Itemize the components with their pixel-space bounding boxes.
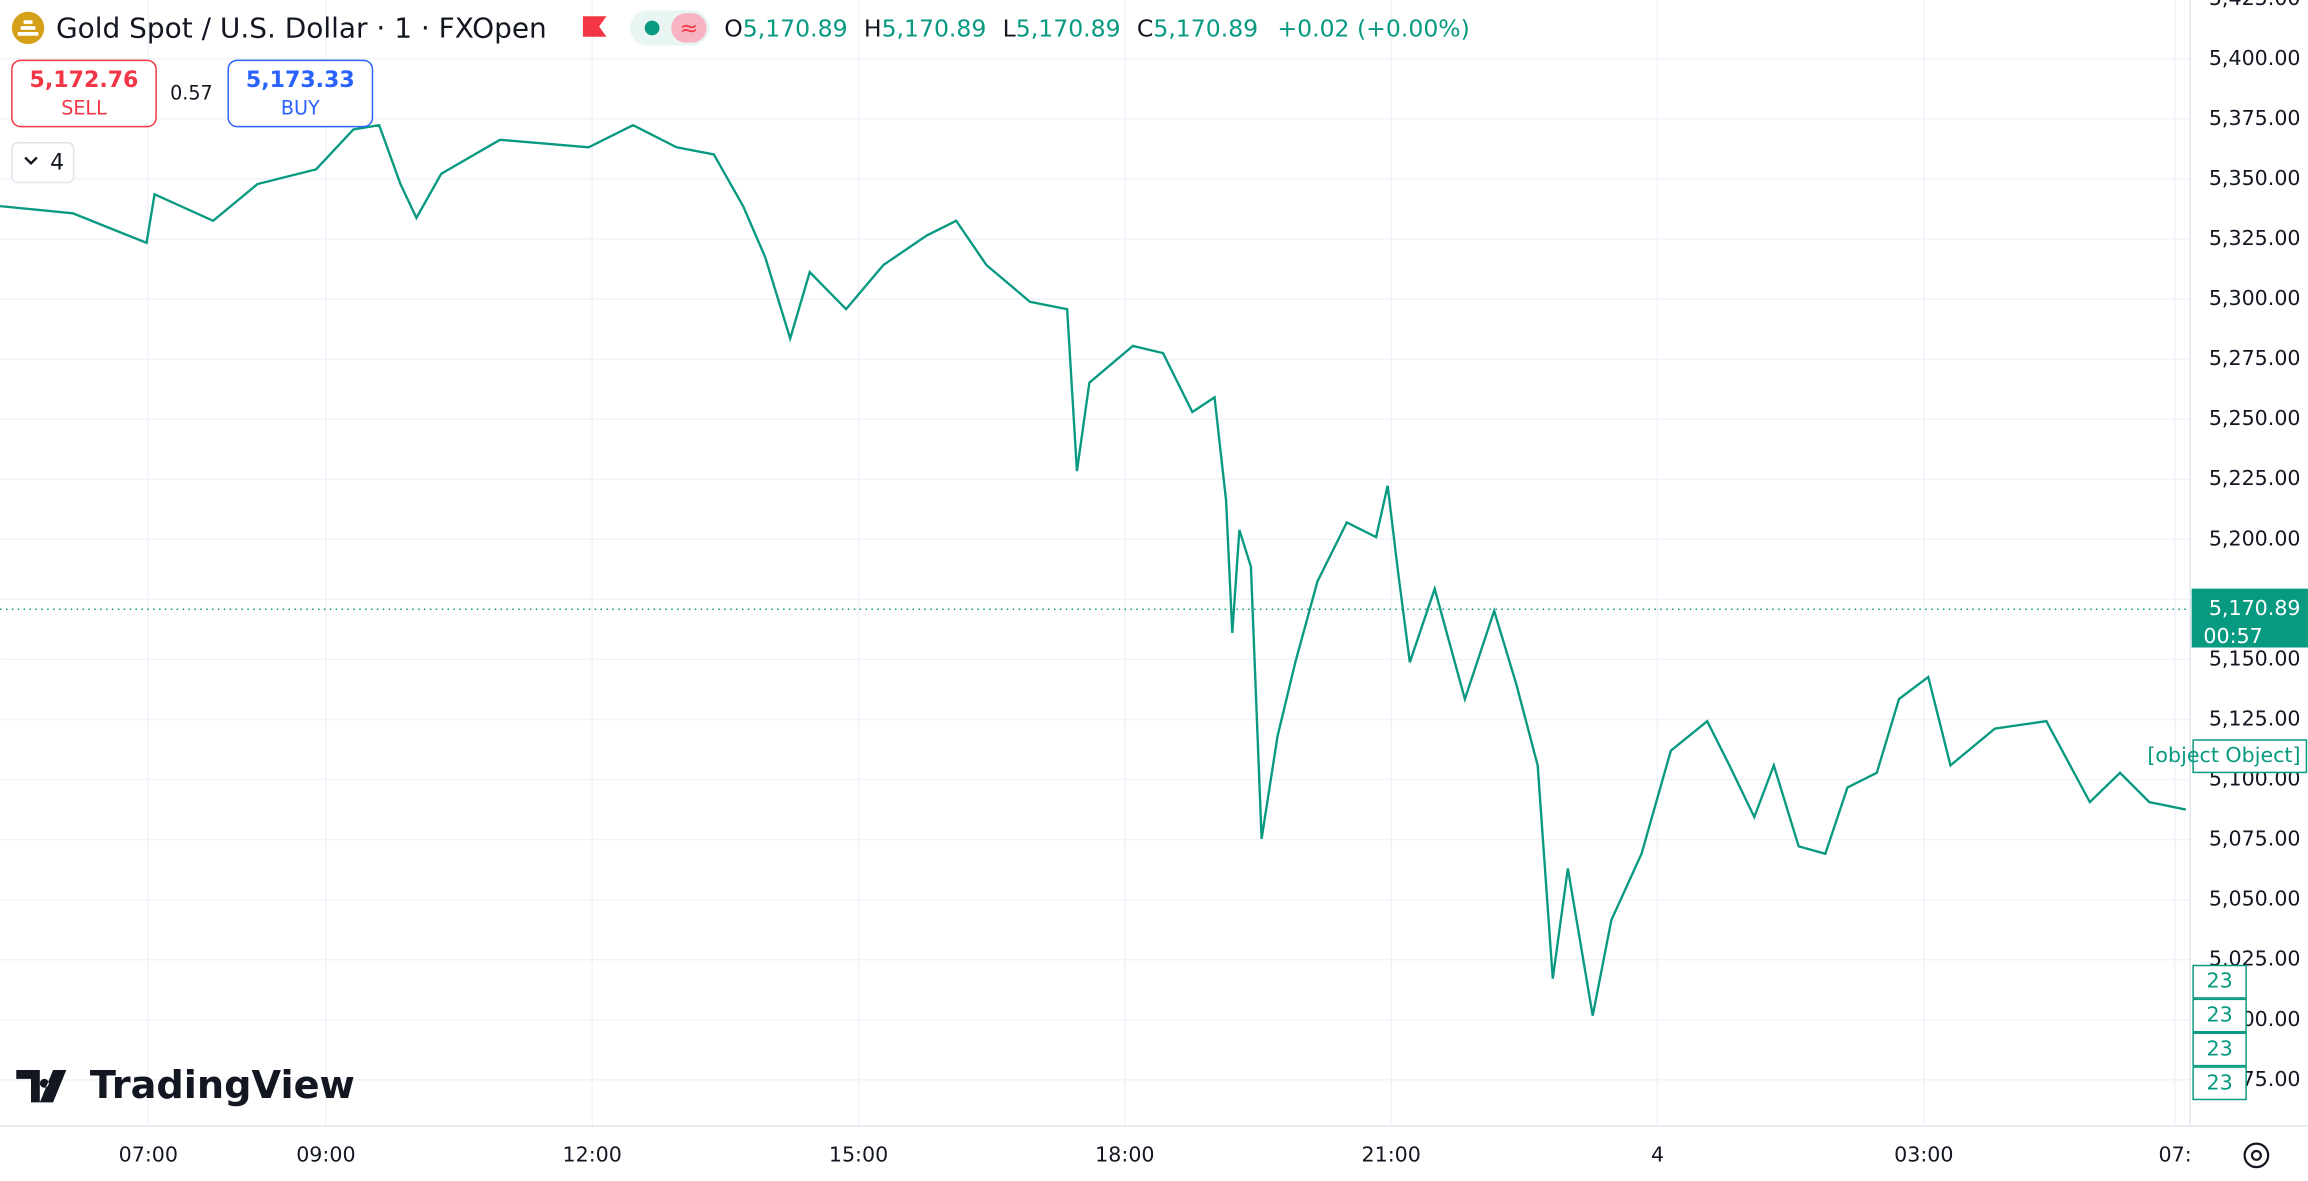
x-tick-label: 09:00: [296, 1142, 355, 1166]
o-value: 5,170.89: [743, 14, 848, 42]
y-tick-label: 5,075.00: [2209, 827, 2301, 851]
h-label: H: [864, 14, 882, 42]
buy-price: 5,173.33: [246, 68, 355, 93]
marker-price-box: [2192, 739, 2308, 774]
y-tick-label: 5,200.00: [2209, 526, 2301, 550]
chevron-icon: [24, 156, 38, 166]
indicator-value-box: [2192, 1066, 2247, 1101]
flag-icon[interactable]: [582, 16, 607, 37]
buy-button[interactable]: [227, 59, 374, 128]
plot: [0, 123, 2191, 1016]
sell-price: 5,172.76: [30, 68, 139, 93]
settings-icon-core: [2250, 1149, 2262, 1161]
indicator-value: 23: [2206, 1003, 2232, 1027]
delayed-icon: ≈: [680, 16, 699, 41]
x-tick-label: 07:: [2159, 1142, 2192, 1166]
x-tick-label: 07:00: [119, 1142, 178, 1166]
countdown: 00:57: [2203, 624, 2262, 648]
market-open-dot: [644, 20, 660, 36]
brand-name: TradingView: [90, 1063, 355, 1108]
current-price-box: [2191, 588, 2308, 648]
x-tick-label: 18:00: [1095, 1142, 1154, 1166]
marker-price-label: [object Object]: [2147, 743, 2300, 767]
brand-logo: [16, 1070, 67, 1103]
indicator-value-box: [2192, 1032, 2247, 1067]
change: +0.02 (+0.00%): [1277, 14, 1469, 42]
y-tick-label: 5,250.00: [2209, 406, 2301, 430]
c-label: C: [1137, 14, 1153, 42]
price-line: [0, 123, 2186, 1016]
y-tick-label: 5,325.00: [2209, 226, 2301, 250]
l-label: L: [1003, 14, 1016, 42]
y-tick-label: 5,150.00: [2209, 646, 2301, 670]
y-tick-label: 5,400.00: [2209, 46, 2301, 70]
sell-button[interactable]: [11, 59, 157, 128]
axes: 5,425.00 5,400.00 5,375.00 5,350.00 5,325.00…: [119, 0, 2308, 1166]
y-tick-label: 5,225.00: [2209, 466, 2301, 490]
o-label: O: [724, 14, 743, 42]
x-tick-label: 4: [1651, 1142, 1664, 1166]
x-tick-label: 03:00: [1894, 1142, 1953, 1166]
x-tick-label: 12:00: [563, 1142, 622, 1166]
y-tick-label: 5,025.00: [2209, 947, 2301, 971]
spread: 0.57: [170, 82, 213, 105]
y-tick-label: 5,125.00: [2209, 706, 2301, 730]
l-value: 5,170.89: [1016, 14, 1121, 42]
indicators-toggle[interactable]: [11, 142, 75, 184]
y-tick-label: 5,425.00: [2209, 0, 2301, 10]
y-tick-label: 5,300.00: [2209, 286, 2301, 310]
sell-label: SELL: [61, 96, 107, 119]
delayed-badge: [671, 13, 707, 43]
current-price-label: 5,170.89: [2209, 596, 2301, 620]
indicator-value-box: [2192, 998, 2247, 1033]
settings-icon[interactable]: [2243, 1142, 2270, 1169]
x-tick-label: 15:00: [829, 1142, 888, 1166]
indicator-value: 23: [2206, 1036, 2232, 1060]
y-tick-label: 5,050.00: [2209, 887, 2301, 911]
y-tick-label: 5,375.00: [2209, 106, 2301, 130]
c-value: 5,170.89: [1153, 14, 1258, 42]
grid: [0, 0, 2191, 1126]
symbol-icon-glyph: [17, 20, 39, 36]
x-tick-label: 21:00: [1362, 1142, 1421, 1166]
indicators-count: 4: [50, 150, 64, 175]
indicator-value: 23: [2206, 969, 2232, 993]
indicator-value-box: [2192, 964, 2247, 999]
symbol-title[interactable]: Gold Spot / U.S. Dollar · 1 · FXOpen: [56, 11, 547, 44]
h-value: 5,170.89: [882, 14, 987, 42]
buy-label: BUY: [281, 96, 320, 119]
y-tick-label: 5,350.00: [2209, 166, 2301, 190]
y-tick-label: 5,275.00: [2209, 346, 2301, 370]
ohlc-legend: O5,170.89 H5,170.89 L5,170.89 C5,170.89 …: [724, 14, 1470, 42]
indicator-value: 23: [2206, 1070, 2232, 1094]
